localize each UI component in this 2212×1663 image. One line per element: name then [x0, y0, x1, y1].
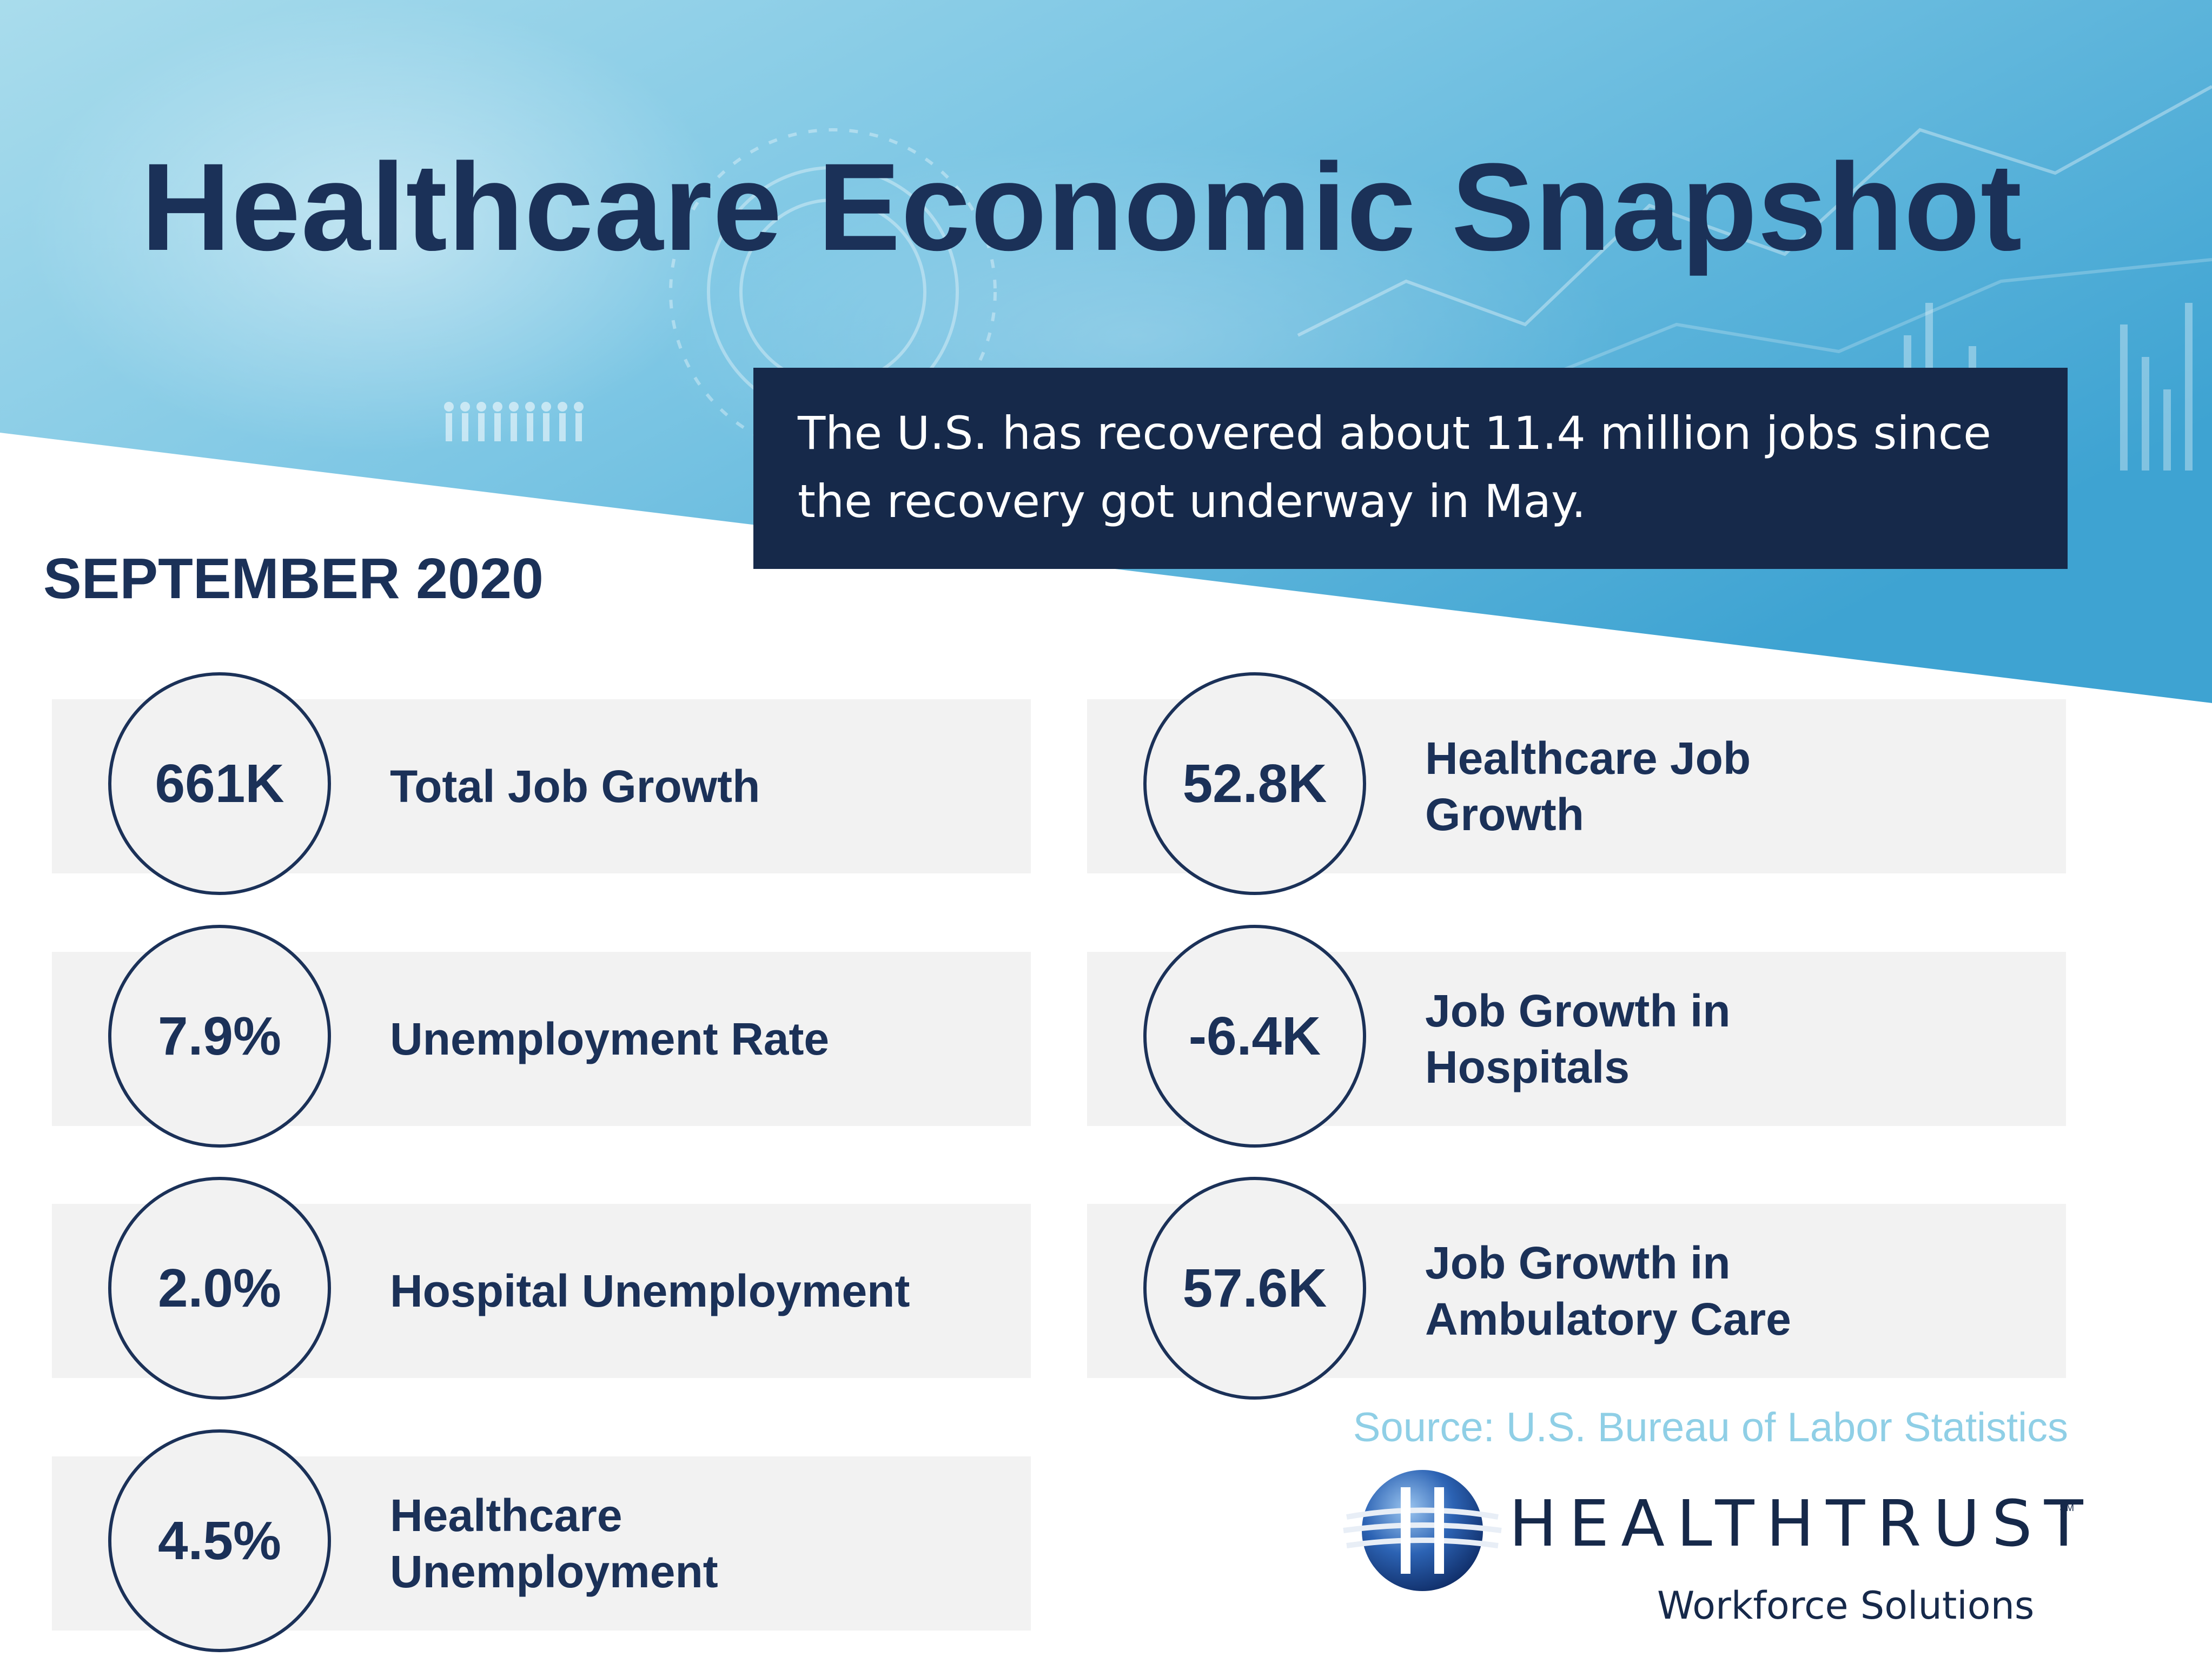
- stat-label: Job Growth in Ambulatory Care: [1425, 1237, 1791, 1344]
- recovery-callout: The U.S. has recovered about 11.4 millio…: [753, 368, 2068, 569]
- stat-value-circle: 4.5%: [108, 1429, 331, 1652]
- stat-label: Total Job Growth: [390, 761, 760, 812]
- stat-healthcare-job-growth: 52.8K Healthcare Job Growth: [1087, 672, 2066, 895]
- stat-value-circle: 7.9%: [108, 925, 331, 1148]
- logo-subtitle: Workforce Solutions: [1657, 1584, 2035, 1628]
- stat-value-circle: 57.6K: [1143, 1177, 1366, 1400]
- stat-label: Healthcare Job Growth: [1425, 733, 1751, 840]
- stat-value-circle: 52.8K: [1143, 672, 1366, 895]
- stat-healthcare-unemployment: 4.5% Healthcare Unemployment: [52, 1429, 1031, 1652]
- period-heading: SEPTEMBER 2020: [43, 547, 544, 611]
- stat-label: Job Growth in Hospitals: [1425, 985, 1731, 1092]
- page-title: Healthcare Economic Snapshot: [141, 137, 2023, 276]
- stat-value-circle: 2.0%: [108, 1177, 331, 1400]
- stat-job-growth-ambulatory: 57.6K Job Growth in Ambulatory Care: [1087, 1177, 2066, 1400]
- stat-hospital-unemployment: 2.0% Hospital Unemployment: [52, 1177, 1031, 1400]
- stat-label: Hospital Unemployment: [390, 1266, 910, 1316]
- stat-unemployment-rate: 7.9% Unemployment Rate: [52, 925, 1031, 1148]
- stat-job-growth-hospitals: -6.4K Job Growth in Hospitals: [1087, 925, 2066, 1148]
- logo-wordmark: HEALTHTRUST: [1509, 1486, 2095, 1561]
- stat-total-job-growth: 661K Total Job Growth: [52, 672, 1031, 895]
- stat-label: Healthcare Unemployment: [390, 1490, 718, 1597]
- stat-value-circle: -6.4K: [1143, 925, 1366, 1148]
- logo-service-mark: SM: [2059, 1502, 2074, 1513]
- stat-label: Unemployment Rate: [390, 1013, 830, 1064]
- globe-logo-icon: [1343, 1470, 1502, 1591]
- stat-value-circle: 661K: [108, 672, 331, 895]
- source-note: Source: U.S. Bureau of Labor Statistics: [1353, 1404, 2068, 1450]
